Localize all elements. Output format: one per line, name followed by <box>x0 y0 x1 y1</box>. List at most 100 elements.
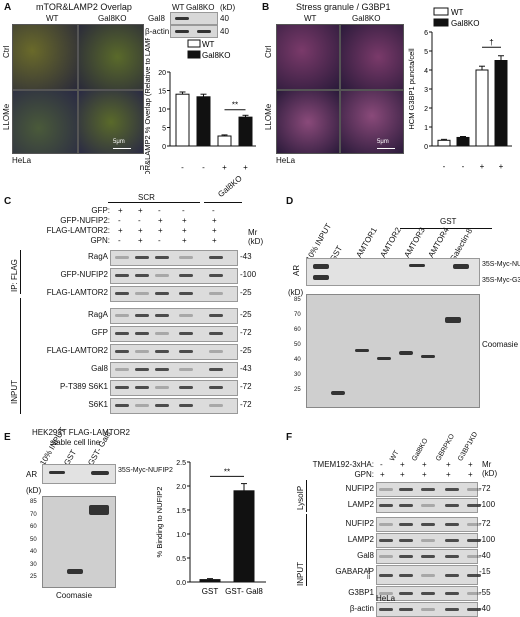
chart-b: 0 1 2 3 4 5 6 HCM G3BP1 puncta/cell - - + + † WT Gal8K… <box>407 7 512 171</box>
panel-letter: E <box>4 432 11 443</box>
y-tick-label: 2.0 <box>176 484 186 491</box>
blot-band <box>135 274 149 277</box>
mw-marker: 40 <box>220 14 229 23</box>
scale-label: 5μm <box>113 139 125 145</box>
condition-sign: - <box>138 216 141 225</box>
blot-band <box>445 539 459 542</box>
condition-sign: + <box>446 460 451 469</box>
cell-line-label: HeLa <box>12 156 32 165</box>
micrograph-wt-llome <box>12 90 78 154</box>
blot-strip <box>110 362 238 378</box>
blot-band <box>135 350 149 353</box>
mw-marker: 60 <box>294 327 301 333</box>
panel-title: Stress granule / G3BP1 <box>296 2 391 12</box>
mw-marker: -72 <box>240 400 252 409</box>
group-line <box>400 228 492 229</box>
blot-strip <box>170 12 218 25</box>
blot-band <box>379 539 393 542</box>
bracket-line <box>306 514 307 586</box>
y-axis-title: HCM G3BP1 puncta/cell <box>407 48 416 130</box>
blot-band <box>445 504 459 507</box>
blot-band <box>115 386 129 389</box>
blot-band <box>399 608 413 611</box>
mw-marker: -100 <box>479 535 496 544</box>
condition-sign: + <box>138 236 143 245</box>
blot-row-label: β-actin <box>349 604 374 613</box>
column-label-wt: WT <box>304 14 317 23</box>
input-label: INPUT <box>296 562 305 586</box>
treatment-sign: + <box>499 162 504 171</box>
blot-unit: (kD) <box>220 3 236 12</box>
gst-header: GST <box>440 217 457 226</box>
bar <box>475 69 489 147</box>
condition-sign: + <box>182 226 187 235</box>
blot-band <box>399 555 413 558</box>
blot-strip <box>376 602 481 617</box>
bracket-line <box>20 250 21 294</box>
legend-swatch <box>187 50 201 59</box>
mw-marker: -15 <box>479 567 491 576</box>
blot-row-label: Gal8 <box>148 14 165 23</box>
condition-sign: - <box>118 216 121 225</box>
condition-sign: - <box>380 460 383 469</box>
blot-band <box>421 504 435 507</box>
condition-sign: - <box>212 206 215 215</box>
mr-label: Mr <box>482 460 492 469</box>
panel-letter: F <box>286 432 293 443</box>
blot-band <box>379 592 393 595</box>
blot-band <box>155 404 169 407</box>
blot-strip <box>110 380 238 396</box>
blot-row-label: Gal8 <box>357 551 374 560</box>
y-tick-label: 3 <box>424 87 428 94</box>
mw-marker: -25 <box>240 288 252 297</box>
blot-header-ko: Gal8KO <box>186 3 215 12</box>
blot-band <box>115 274 129 277</box>
blot-band <box>155 314 169 317</box>
condition-sign: + <box>212 226 217 235</box>
coomassie-label: Coomasie <box>482 340 519 349</box>
blot-strip <box>376 517 481 532</box>
condition-sign: + <box>212 236 217 245</box>
autoradiograph <box>306 258 480 286</box>
y-axis-title: % Binding to NUFIP2 <box>155 487 164 558</box>
mw-marker: 70 <box>294 312 301 318</box>
mw-marker: 70 <box>30 511 37 518</box>
blot-row-label: LAMP2 <box>347 500 374 509</box>
blot-band <box>115 256 129 259</box>
bar <box>175 93 190 147</box>
lane-label: G3BP1KD <box>457 431 480 463</box>
blot-row-label: FLAG-LAMTOR2 <box>46 288 108 297</box>
blot-band <box>115 332 129 335</box>
group-line <box>204 202 242 203</box>
blot-band <box>179 368 193 371</box>
panel-letter: C <box>4 196 12 207</box>
blot-band <box>399 488 413 491</box>
mw-marker: -43 <box>240 364 252 373</box>
condition-sign: + <box>182 216 187 225</box>
blot-band <box>115 314 129 317</box>
blot-strip <box>110 250 238 266</box>
condition-sign: + <box>182 236 187 245</box>
mr-label: Mr <box>248 228 258 237</box>
condition-sign: + <box>422 460 427 469</box>
bar <box>238 116 253 147</box>
blot-band <box>209 292 223 295</box>
condition-sign: + <box>422 470 427 479</box>
blot-band <box>379 555 393 558</box>
blot-row-label: P-T389 S6K1 <box>59 382 108 391</box>
condition-sign: + <box>118 226 123 235</box>
mw-marker: 85 <box>30 499 37 505</box>
input-label: INPUT <box>10 380 19 404</box>
blot-band <box>421 539 435 542</box>
micrograph-wt-llome <box>276 90 340 154</box>
blot-strip <box>110 308 238 324</box>
bar <box>437 139 451 147</box>
blot-band <box>135 386 149 389</box>
condition-sign: + <box>158 216 163 225</box>
panel-letter: D <box>286 196 294 207</box>
bar <box>217 135 232 147</box>
x-tick-label: GST <box>202 587 219 596</box>
label-35s-nufip2: 35S-Myc-NUFIP2 <box>118 467 173 474</box>
mw-marker: -55 <box>479 588 491 597</box>
blot-strip <box>376 482 481 497</box>
